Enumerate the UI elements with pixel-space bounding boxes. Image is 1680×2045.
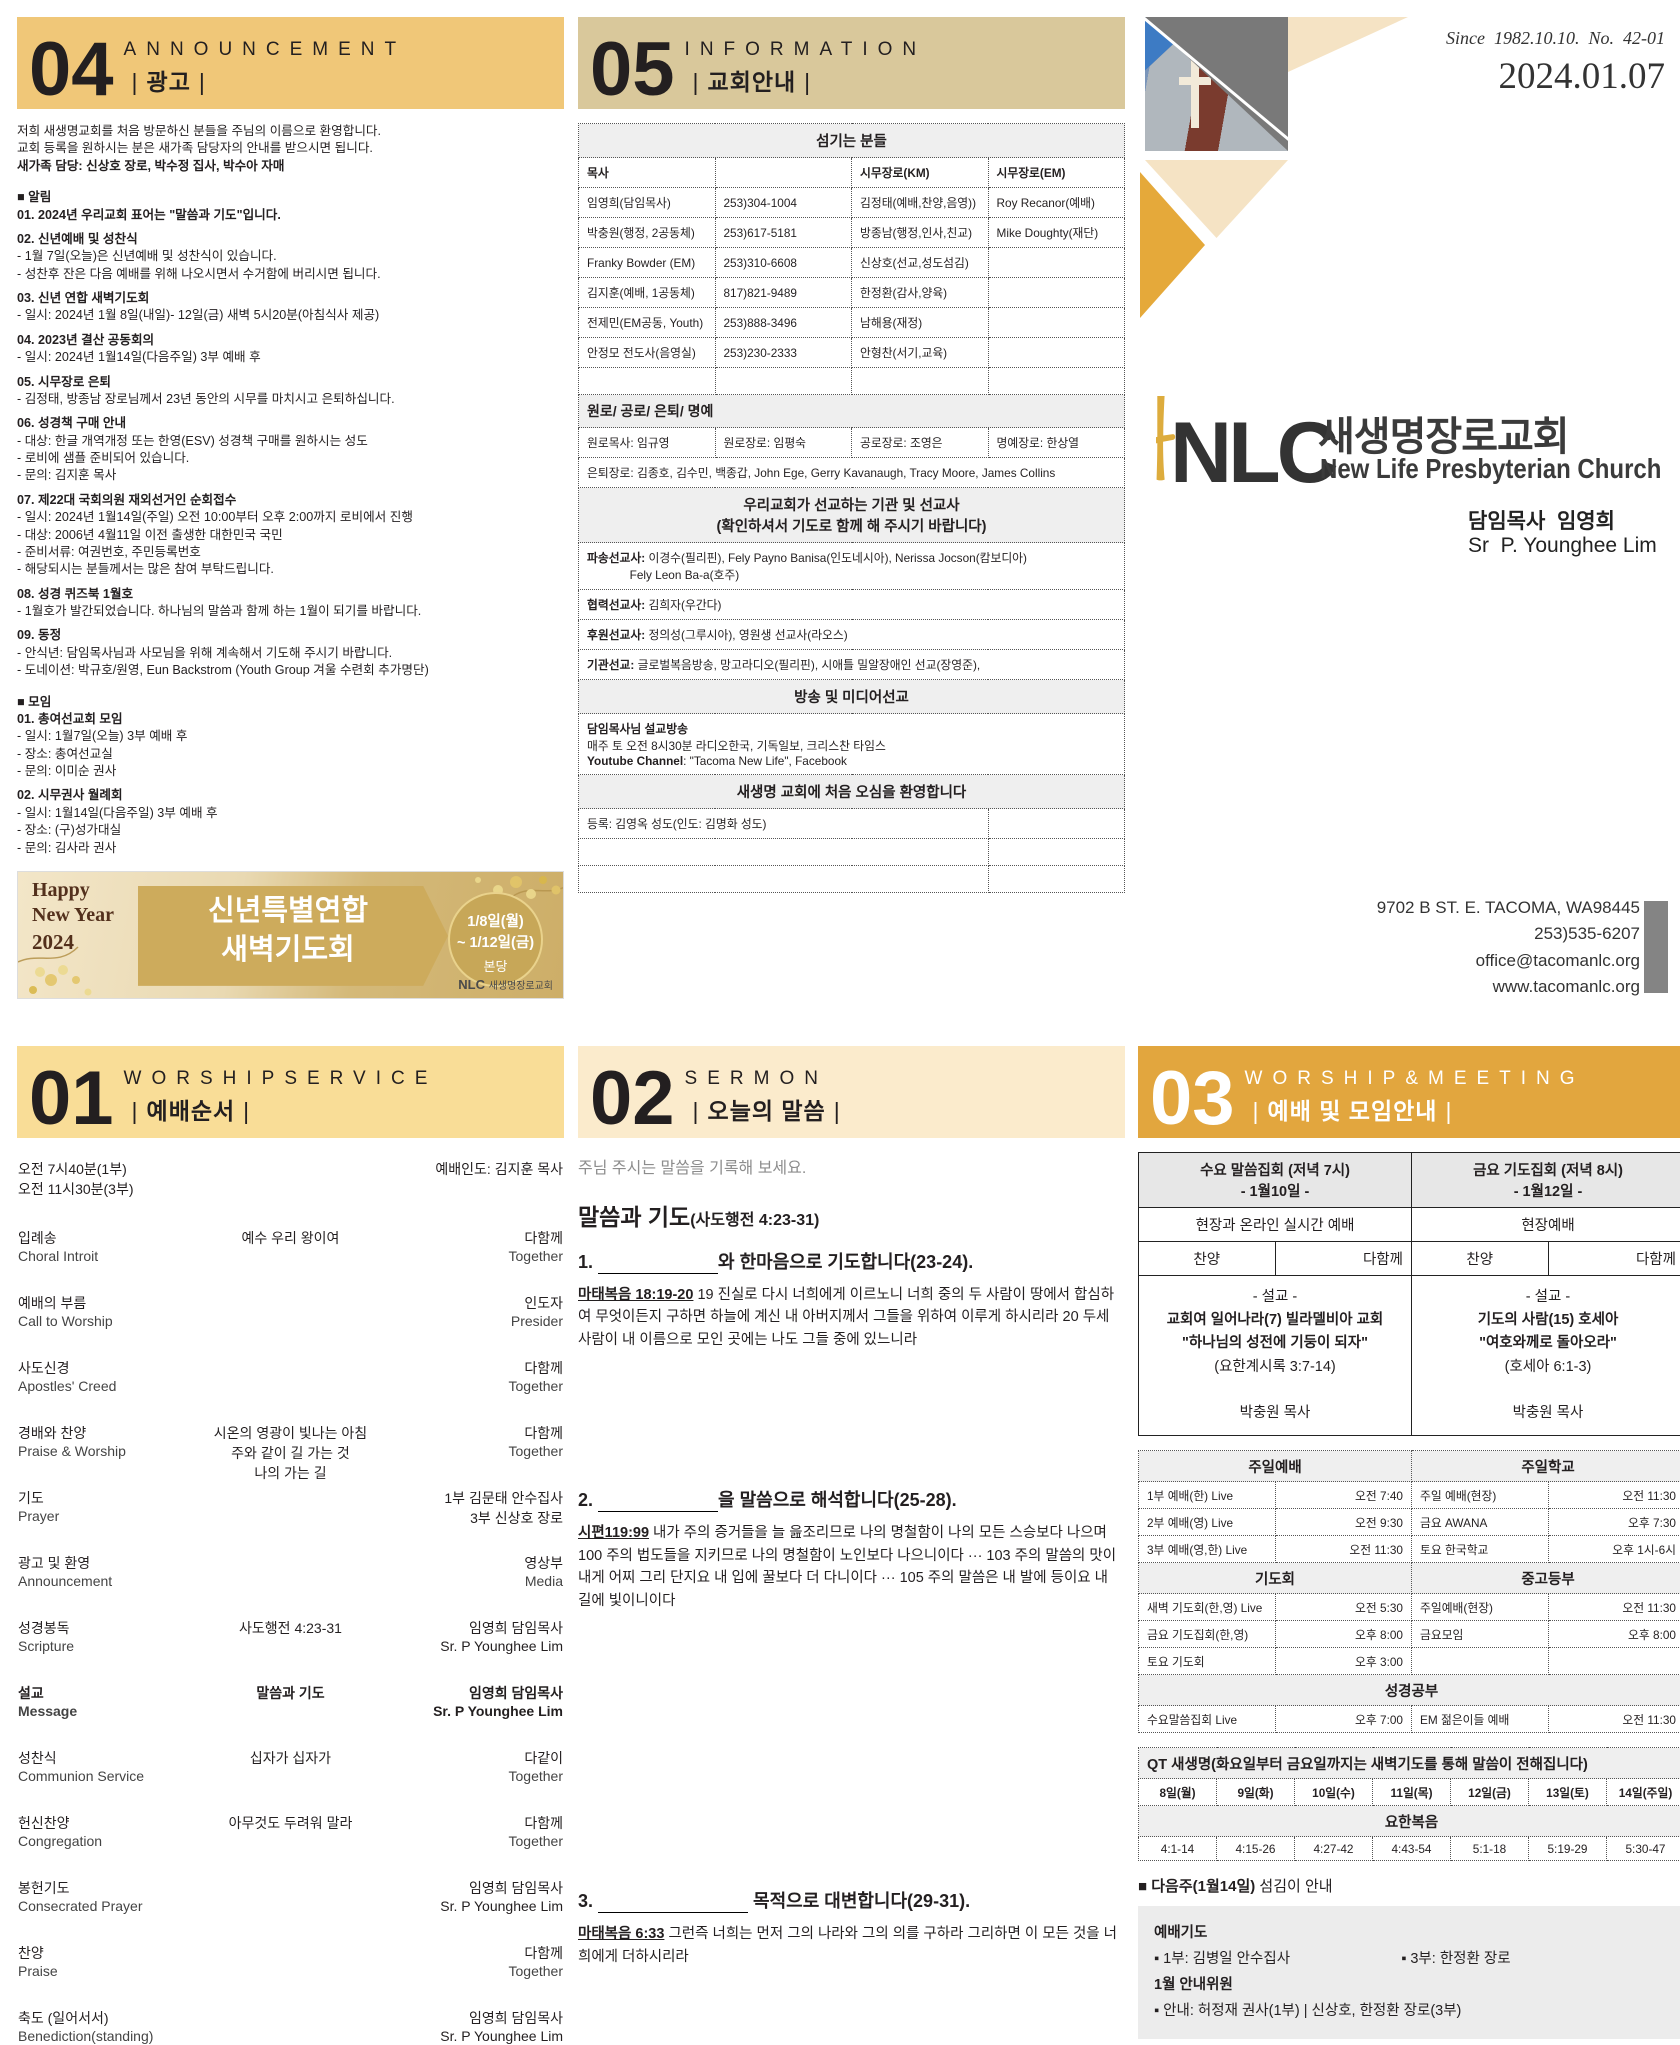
svg-text:NLC: NLC bbox=[1170, 405, 1337, 496]
